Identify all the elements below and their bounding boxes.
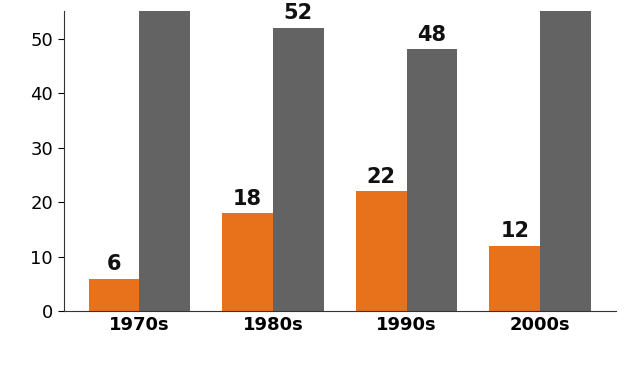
Bar xyxy=(356,191,406,311)
Bar xyxy=(89,279,139,311)
Text: 22: 22 xyxy=(366,167,396,187)
Text: 48: 48 xyxy=(417,25,446,45)
Bar xyxy=(222,213,273,311)
Text: 12: 12 xyxy=(500,221,529,242)
Bar xyxy=(273,28,324,311)
Bar xyxy=(490,246,540,311)
Bar xyxy=(139,0,190,311)
Text: 18: 18 xyxy=(233,189,262,209)
Text: 6: 6 xyxy=(107,254,121,274)
Bar xyxy=(406,50,457,311)
Bar xyxy=(540,0,591,311)
Text: 52: 52 xyxy=(284,3,313,23)
